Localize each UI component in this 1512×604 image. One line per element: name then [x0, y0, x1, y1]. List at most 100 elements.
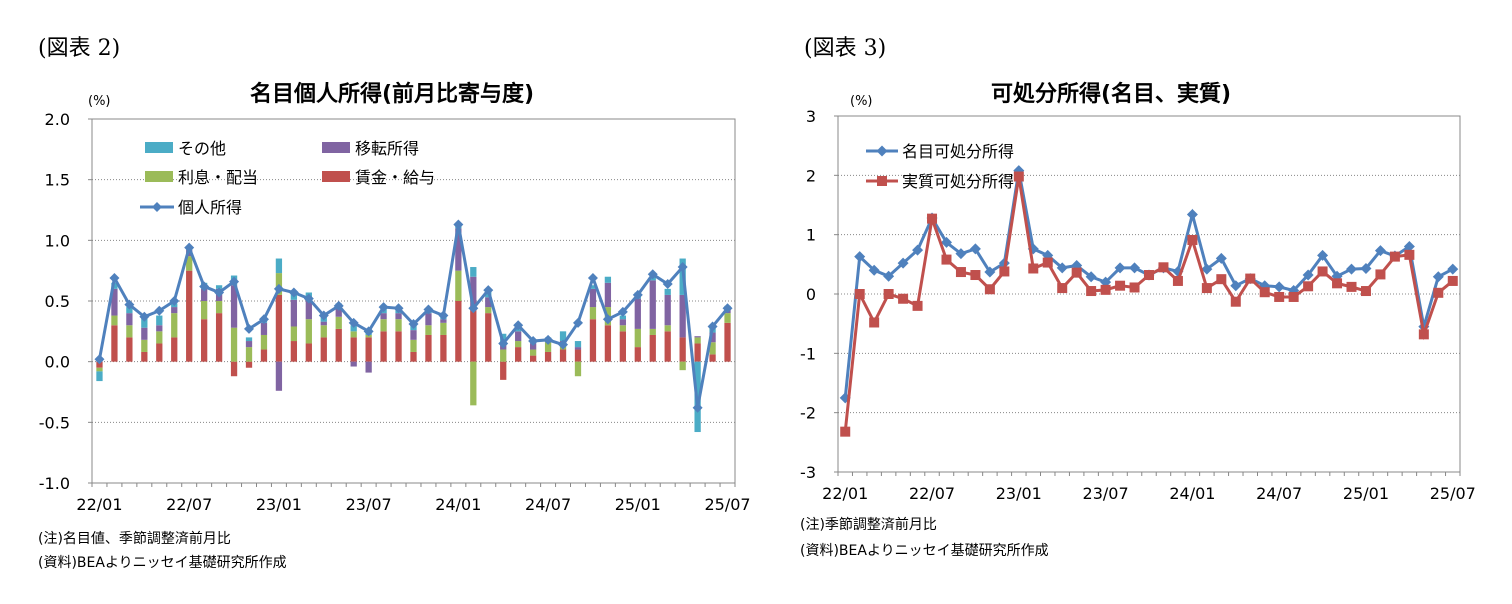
bar-segment [679, 294, 686, 338]
bar-segment [260, 322, 268, 335]
bar-segment [559, 331, 567, 342]
bar-segment [245, 341, 253, 348]
y-unit-label: (%) [850, 94, 873, 109]
legend-label: 利息・配当 [178, 168, 258, 187]
bar-segment [604, 325, 612, 362]
x-tick-label: 22/07 [909, 484, 955, 503]
line-marker [273, 283, 284, 294]
x-tick-label: 24/01 [435, 495, 481, 514]
line-marker [912, 300, 923, 311]
bar-segment [275, 361, 283, 391]
line-marker [869, 317, 880, 328]
line-marker [707, 321, 718, 332]
line-marker [348, 317, 359, 328]
bar-segment [335, 307, 342, 317]
bar-segment [619, 331, 626, 362]
y-tick-label: 2.0 [45, 110, 70, 129]
line-marker [1404, 249, 1415, 260]
bar-segment [529, 355, 537, 362]
line-marker [229, 276, 240, 287]
chart-title: 名目個人所得(前月比寄与度) [250, 82, 535, 107]
line-marker [1433, 287, 1444, 298]
bar-segment [425, 325, 432, 335]
line-marker [244, 323, 255, 334]
line-marker [1432, 271, 1444, 283]
bar-segment [290, 326, 298, 342]
bar-segment [515, 341, 522, 348]
bar-segment [395, 319, 402, 332]
bar-segment [365, 361, 372, 373]
bar-segment [574, 347, 582, 350]
line-marker [1317, 266, 1328, 277]
line-marker [1129, 262, 1141, 274]
line-marker [1071, 267, 1082, 278]
line-marker [1057, 283, 1068, 294]
line-marker [169, 296, 180, 306]
figure-label: (図表 2) [38, 36, 121, 61]
x-tick-label: 22/07 [166, 495, 212, 514]
line-marker [647, 269, 658, 280]
bar-segment [515, 347, 522, 362]
y-tick-label: 1.0 [45, 231, 70, 250]
legend-marker [152, 202, 162, 212]
line-marker [543, 334, 554, 345]
y-tick-label: -2 [800, 404, 816, 423]
bar-segment [395, 313, 402, 320]
line-marker [1245, 273, 1256, 284]
x-tick-label: 24/07 [525, 495, 571, 514]
legend-marker [876, 145, 888, 157]
line-marker [1403, 241, 1415, 253]
bar-segment [275, 258, 283, 274]
bar-segment [679, 361, 686, 371]
bar-segment [320, 325, 327, 338]
bar-segment [694, 337, 701, 344]
bar-segment [440, 319, 447, 323]
x-tick-label: 25/01 [615, 495, 661, 514]
bar-segment [126, 307, 133, 314]
line-marker [927, 213, 938, 224]
x-tick-label: 22/01 [822, 484, 868, 503]
bar-segment [440, 322, 447, 335]
bar-segment [649, 280, 656, 329]
y-tick-label: 0 [806, 285, 816, 304]
bar-segment [156, 315, 163, 326]
bar-segment [544, 351, 552, 362]
line-marker [1375, 269, 1386, 280]
bar-segment [544, 342, 552, 352]
bar-segment [350, 337, 357, 362]
bar-segment [171, 307, 178, 314]
x-tick-label: 23/01 [256, 495, 302, 514]
bar-segment [485, 307, 492, 314]
bar-segment [350, 361, 357, 367]
bar-segment [425, 313, 432, 326]
line-marker [854, 289, 865, 299]
bar-segment [230, 361, 238, 377]
bar-segment [260, 349, 268, 362]
bar-segment [425, 334, 432, 362]
x-tick-label: 24/07 [1256, 484, 1302, 503]
line-marker [602, 314, 613, 325]
y-tick-label: 3 [806, 107, 816, 126]
line-marker [984, 284, 995, 295]
chart-note: (注)名目値、季節調整済前月比 [38, 531, 231, 547]
legend-marker [877, 176, 887, 186]
bar-segment [201, 301, 208, 320]
y-unit-label: (%) [88, 94, 111, 109]
bar-segment [589, 285, 597, 289]
line-marker [154, 305, 165, 316]
bar-segment [529, 343, 537, 350]
bar-segment [230, 285, 238, 328]
bar-segment [305, 298, 312, 320]
bar-segment [215, 313, 223, 362]
bar-segment [410, 339, 417, 352]
line-marker [303, 293, 314, 304]
line-marker [498, 338, 509, 349]
bar-segment [515, 331, 522, 342]
bar-segment [201, 319, 208, 362]
bar-segment [141, 327, 148, 340]
bar-segment [619, 325, 626, 332]
line-marker [1100, 284, 1111, 295]
bar-segment [126, 325, 133, 338]
line-marker [1230, 280, 1242, 292]
bar-segment [589, 307, 597, 320]
